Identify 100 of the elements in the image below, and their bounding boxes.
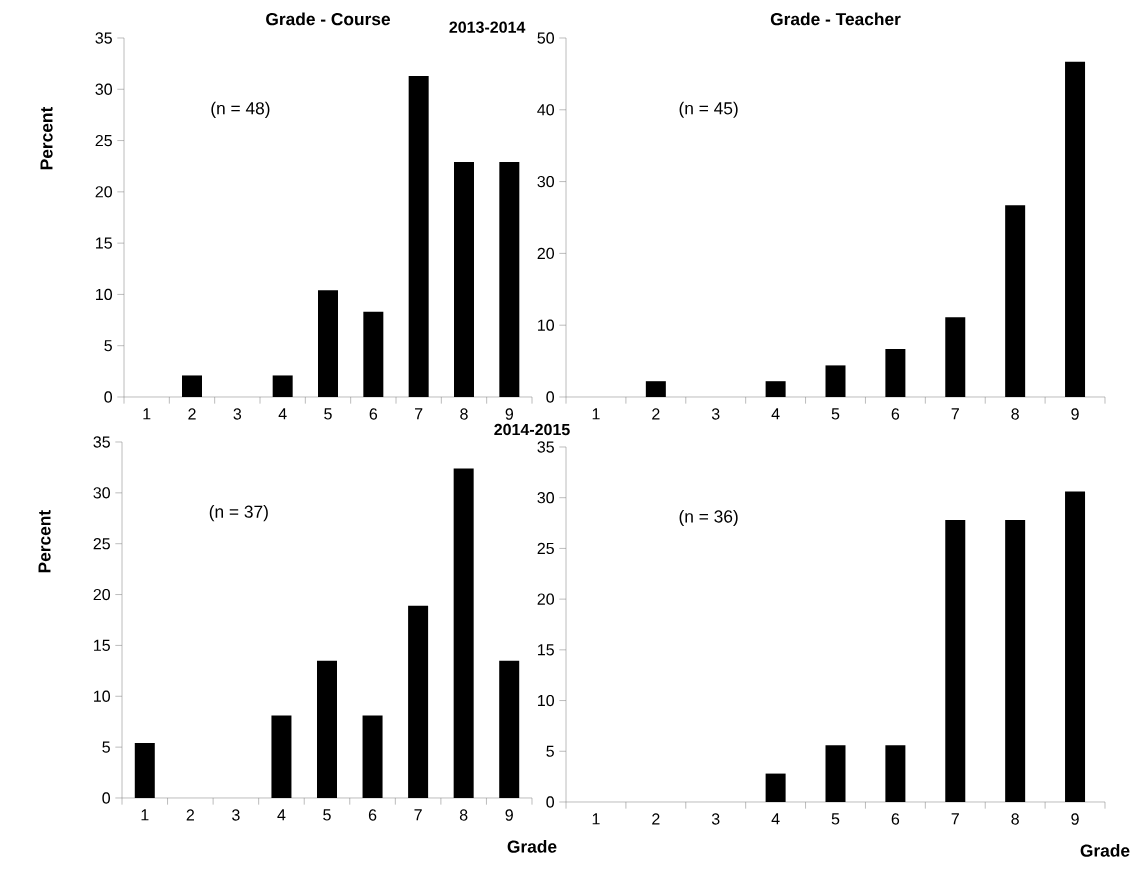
y-tick-label: 35 — [537, 441, 554, 453]
y-axis-title: Percent — [40, 106, 53, 170]
y-tick-label: 35 — [95, 32, 112, 44]
x-tick-label: 1 — [141, 809, 149, 821]
bar — [1005, 520, 1026, 802]
x-tick-label: 3 — [232, 809, 240, 821]
x-tick-label: 6 — [891, 813, 900, 825]
x-tick-label: 7 — [951, 813, 959, 825]
bar — [945, 317, 966, 397]
y-tick-label: 10 — [538, 694, 555, 707]
bar — [765, 773, 786, 802]
x-tick-label: 3 — [711, 813, 720, 825]
y-tick-label: 20 — [93, 588, 111, 601]
bar — [408, 75, 429, 397]
x-tick-label: 3 — [711, 408, 720, 420]
y-tick-label: 20 — [537, 593, 555, 605]
x-tick-label: 9 — [505, 809, 513, 821]
bar — [825, 365, 846, 397]
bar — [499, 660, 520, 798]
y-tick-label: 30 — [537, 175, 555, 188]
bar — [318, 290, 338, 397]
x-tick-label: 6 — [368, 809, 377, 821]
x-tick-label: 4 — [771, 408, 780, 420]
y-tick-label: 0 — [104, 391, 113, 403]
x-tick-label: 1 — [592, 408, 600, 420]
y-tick-label: 40 — [537, 104, 555, 116]
bar — [271, 715, 292, 798]
bar — [454, 162, 474, 397]
y-tick-label: 5 — [104, 340, 112, 352]
x-tick-label: 1 — [592, 813, 600, 825]
y-tick-label: 15 — [538, 644, 554, 656]
x-tick-label: 2 — [652, 408, 660, 420]
bar — [885, 745, 906, 802]
y-tick-label: 50 — [537, 32, 555, 44]
x-tick-label: 5 — [324, 408, 332, 420]
y-tick-label: 20 — [95, 186, 113, 198]
x-tick-label: 5 — [323, 809, 331, 821]
y-tick-label: 25 — [93, 538, 110, 550]
bar — [1065, 491, 1086, 802]
x-tick-label: 9 — [1071, 813, 1079, 825]
annotation: (n = 36) — [679, 509, 738, 527]
x-tick-label: 5 — [831, 813, 840, 825]
x-tick-label: 7 — [415, 408, 423, 420]
x-tick-label: 5 — [831, 408, 840, 420]
y-axis-title: Percent — [38, 510, 51, 573]
y-tick-label: 30 — [537, 492, 555, 504]
y-tick-label: 25 — [537, 542, 554, 555]
chart-subtitle: 2013-2014 — [449, 21, 526, 33]
x-tick-label: 4 — [771, 813, 780, 825]
x-tick-label: 2 — [652, 813, 660, 825]
bar — [182, 375, 202, 397]
annotation: (n = 45) — [679, 101, 738, 118]
x-tick-label: 6 — [369, 408, 378, 420]
x-tick-label: 7 — [414, 809, 422, 821]
bar — [945, 520, 966, 802]
bar — [499, 162, 520, 397]
x-tick-label: 1 — [143, 408, 151, 420]
y-tick-label: 30 — [93, 487, 111, 499]
y-tick-label: 30 — [95, 83, 113, 95]
y-tick-label: 10 — [94, 690, 111, 702]
x-tick-label: 6 — [891, 408, 900, 420]
bar — [363, 311, 384, 397]
bar — [272, 375, 293, 397]
bar — [645, 381, 666, 397]
bar — [317, 660, 337, 798]
chart-title: Grade - Teacher — [770, 12, 901, 26]
bar — [765, 381, 786, 397]
x-axis-title: Grade — [507, 840, 557, 853]
y-tick-label: 15 — [96, 237, 112, 249]
x-tick-label: 8 — [460, 408, 468, 420]
annotation: (n = 48) — [211, 101, 270, 118]
x-tick-label: 4 — [277, 809, 286, 821]
chart-title: Grade - Course — [266, 12, 391, 26]
x-tick-label: 8 — [1011, 813, 1019, 825]
x-tick-label: 8 — [459, 809, 468, 821]
x-tick-label: 7 — [951, 408, 959, 420]
bar — [134, 743, 155, 798]
bar — [453, 468, 474, 798]
y-tick-label: 5 — [102, 741, 110, 753]
y-tick-label: 25 — [95, 134, 112, 147]
y-tick-label: 10 — [96, 288, 113, 301]
bar — [1065, 61, 1086, 397]
y-tick-label: 0 — [546, 796, 555, 808]
y-tick-label: 0 — [546, 391, 555, 403]
bar — [1005, 205, 1026, 397]
y-tick-label: 15 — [94, 639, 110, 651]
y-tick-label: 20 — [537, 247, 555, 260]
bar — [885, 348, 906, 397]
bar — [362, 715, 383, 798]
x-tick-label: 4 — [278, 408, 287, 420]
annotation: (n = 37) — [209, 505, 268, 522]
x-tick-label: 9 — [505, 408, 514, 420]
bar — [825, 745, 846, 802]
y-tick-label: 5 — [546, 745, 554, 757]
x-tick-label: 9 — [1071, 408, 1079, 420]
x-tick-label: 2 — [188, 408, 196, 420]
chart-subtitle: 2014-2015 — [494, 423, 570, 436]
x-tick-label: 2 — [186, 809, 194, 821]
y-tick-label: 0 — [102, 792, 111, 804]
x-tick-label: 8 — [1011, 408, 1019, 420]
